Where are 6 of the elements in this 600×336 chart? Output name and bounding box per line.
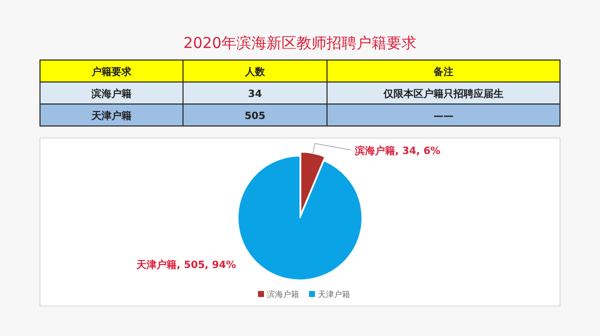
legend-label: 滨海户籍 xyxy=(267,290,299,299)
data-label: 滨海户籍, 34, 6% xyxy=(354,145,440,157)
table: 户籍要求 人数 备注 滨海户籍 34 仅限本区户籍只招聘应届生 天津户籍 505 —— xyxy=(40,60,560,126)
legend-label: 天津户籍 xyxy=(318,290,350,299)
chart-title: 2020年滨海新区教师招聘户籍要求 xyxy=(183,34,417,52)
data-label: 天津户籍, 505, 94% xyxy=(136,259,236,271)
